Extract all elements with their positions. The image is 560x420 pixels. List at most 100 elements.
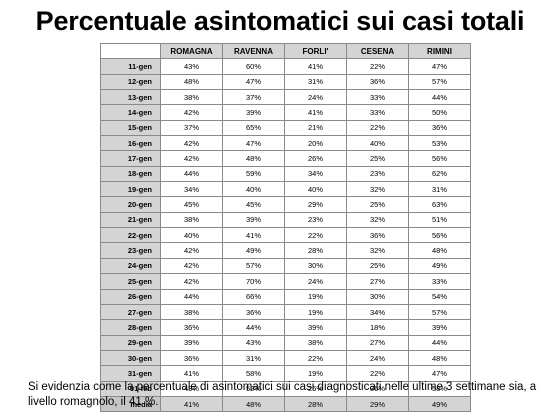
- cell-forli: 38%: [284, 334, 347, 351]
- cell-ravenna: 44%: [222, 319, 285, 336]
- cell-romagna: 45%: [160, 196, 223, 213]
- cell-rimini: 56%: [408, 150, 471, 167]
- cell-forli: 19%: [284, 365, 347, 382]
- table-row: 15-gen 37% 65% 21% 22% 36%: [100, 119, 471, 137]
- cell-romagna: 40%: [160, 227, 223, 244]
- cell-rimini: 47%: [408, 58, 471, 75]
- cell-romagna: 36%: [160, 349, 223, 367]
- table-row: 13-gen 38% 37% 24% 33% 44%: [100, 89, 471, 106]
- cell-forli: 40%: [284, 181, 347, 198]
- cell-cesena: 25%: [346, 150, 409, 167]
- cell-cesena: 36%: [346, 227, 409, 244]
- cell-cesena: 18%: [346, 319, 409, 336]
- cell-romagna: 38%: [160, 211, 223, 229]
- row-label: 14-gen: [100, 104, 161, 121]
- table-header-row: ROMAGNA RAVENNA FORLI' CESENA RIMINI: [100, 42, 471, 60]
- cell-forli: 29%: [284, 196, 347, 213]
- column-header-ravenna: RAVENNA: [222, 42, 285, 60]
- cell-rimini: 39%: [408, 319, 471, 336]
- cell-cesena: 34%: [346, 303, 409, 321]
- cell-cesena: 32%: [346, 181, 409, 198]
- column-header-rimini: RIMINI: [408, 42, 471, 60]
- cell-romagna: 41%: [160, 365, 223, 382]
- row-label: 22-gen: [100, 227, 161, 244]
- cell-romagna: 44%: [160, 165, 223, 183]
- cell-cesena: 22%: [346, 58, 409, 75]
- row-label: 29-gen: [100, 334, 161, 351]
- cell-forli: 28%: [284, 242, 347, 259]
- cell-cesena: 25%: [346, 196, 409, 213]
- table-row: 16-gen 42% 47% 20% 40% 53%: [100, 135, 471, 152]
- table-row: 23-gen 42% 49% 28% 32% 48%: [100, 242, 471, 259]
- cell-rimini: 44%: [408, 89, 471, 106]
- cell-forli: 24%: [284, 89, 347, 106]
- table-row: 21-gen 38% 39% 23% 32% 51%: [100, 211, 471, 229]
- cell-rimini: 49%: [408, 395, 471, 413]
- cell-romagna: 42%: [160, 257, 223, 275]
- cell-ravenna: 60%: [222, 58, 285, 75]
- cell-ravenna: 41%: [222, 227, 285, 244]
- column-header-forli: FORLI': [284, 42, 347, 60]
- cell-rimini: 48%: [408, 242, 471, 259]
- table-average-row: media 41% 48% 28% 29% 49%: [100, 395, 471, 413]
- row-label: 13-gen: [100, 89, 161, 106]
- row-label: 01-feb: [100, 380, 161, 397]
- cell-forli: 41%: [284, 104, 347, 121]
- table-row: 27-gen 38% 36% 19% 34% 57%: [100, 303, 471, 321]
- cell-forli: 31%: [284, 73, 347, 91]
- cell-cesena: 32%: [346, 242, 409, 259]
- cell-forli: 19%: [284, 288, 347, 305]
- cell-romagna: 43%: [160, 58, 223, 75]
- cell-ravenna: 39%: [222, 104, 285, 121]
- cell-romagna: 42%: [160, 135, 223, 152]
- cell-romagna: 34%: [160, 181, 223, 198]
- cell-forli: 22%: [284, 349, 347, 367]
- cell-forli: 23%: [284, 211, 347, 229]
- cell-ravenna: 39%: [222, 211, 285, 229]
- cell-forli: 19%: [284, 303, 347, 321]
- cell-cesena: 24%: [346, 349, 409, 367]
- row-label: 28-gen: [100, 319, 161, 336]
- cell-ravenna: 48%: [222, 150, 285, 167]
- cell-ravenna: 65%: [222, 119, 285, 137]
- cell-rimini: 57%: [408, 73, 471, 91]
- cell-forli: 21%: [284, 119, 347, 137]
- cell-rimini: 62%: [408, 165, 471, 183]
- table-body: 11-gen 43% 60% 41% 22% 47% 12-gen 48% 47% 31% 36% 5…: [100, 58, 471, 413]
- table-row: 14-gen 42% 39% 41% 33% 50%: [100, 104, 471, 121]
- row-label: 30-gen: [100, 349, 161, 367]
- table-row: 22-gen 40% 41% 22% 36% 56%: [100, 227, 471, 244]
- cell-cesena: 33%: [346, 89, 409, 106]
- cell-forli: 34%: [284, 165, 347, 183]
- header-corner-cell: [100, 42, 161, 60]
- cell-ravenna: 36%: [222, 303, 285, 321]
- table-row: 11-gen 43% 60% 41% 22% 47%: [100, 58, 471, 75]
- cell-rimini: 49%: [408, 257, 471, 275]
- cell-cesena: 22%: [346, 365, 409, 382]
- cell-cesena: 33%: [346, 104, 409, 121]
- row-label: 27-gen: [100, 303, 161, 321]
- cell-cesena: 32%: [346, 211, 409, 229]
- cell-rimini: 44%: [408, 334, 471, 351]
- cell-romagna: 39%: [160, 334, 223, 351]
- row-label: 11-gen: [100, 58, 161, 75]
- table-row: 29-gen 39% 43% 38% 27% 44%: [100, 334, 471, 351]
- cell-ravenna: 37%: [222, 89, 285, 106]
- cell-rimini: 51%: [408, 211, 471, 229]
- cell-ravenna: 58%: [222, 365, 285, 382]
- cell-romagna: 36%: [160, 319, 223, 336]
- cell-romagna: 44%: [160, 288, 223, 305]
- row-label: 25-gen: [100, 273, 161, 290]
- row-label: 26-gen: [100, 288, 161, 305]
- table-row: 25-gen 42% 70% 24% 27% 33%: [100, 273, 471, 290]
- cell-rimini: 56%: [408, 227, 471, 244]
- cell-cesena: 40%: [346, 135, 409, 152]
- slide-title: Percentuale asintomatici sui casi totali: [35, 6, 525, 36]
- column-header-romagna: ROMAGNA: [160, 42, 223, 60]
- cell-romagna: 42%: [160, 273, 223, 290]
- row-label: 31-gen: [100, 365, 161, 382]
- cell-ravenna: 57%: [222, 257, 285, 275]
- row-label: 16-gen: [100, 135, 161, 152]
- table-row: 18-gen 44% 59% 34% 23% 62%: [100, 165, 471, 183]
- cell-romagna: 48%: [160, 73, 223, 91]
